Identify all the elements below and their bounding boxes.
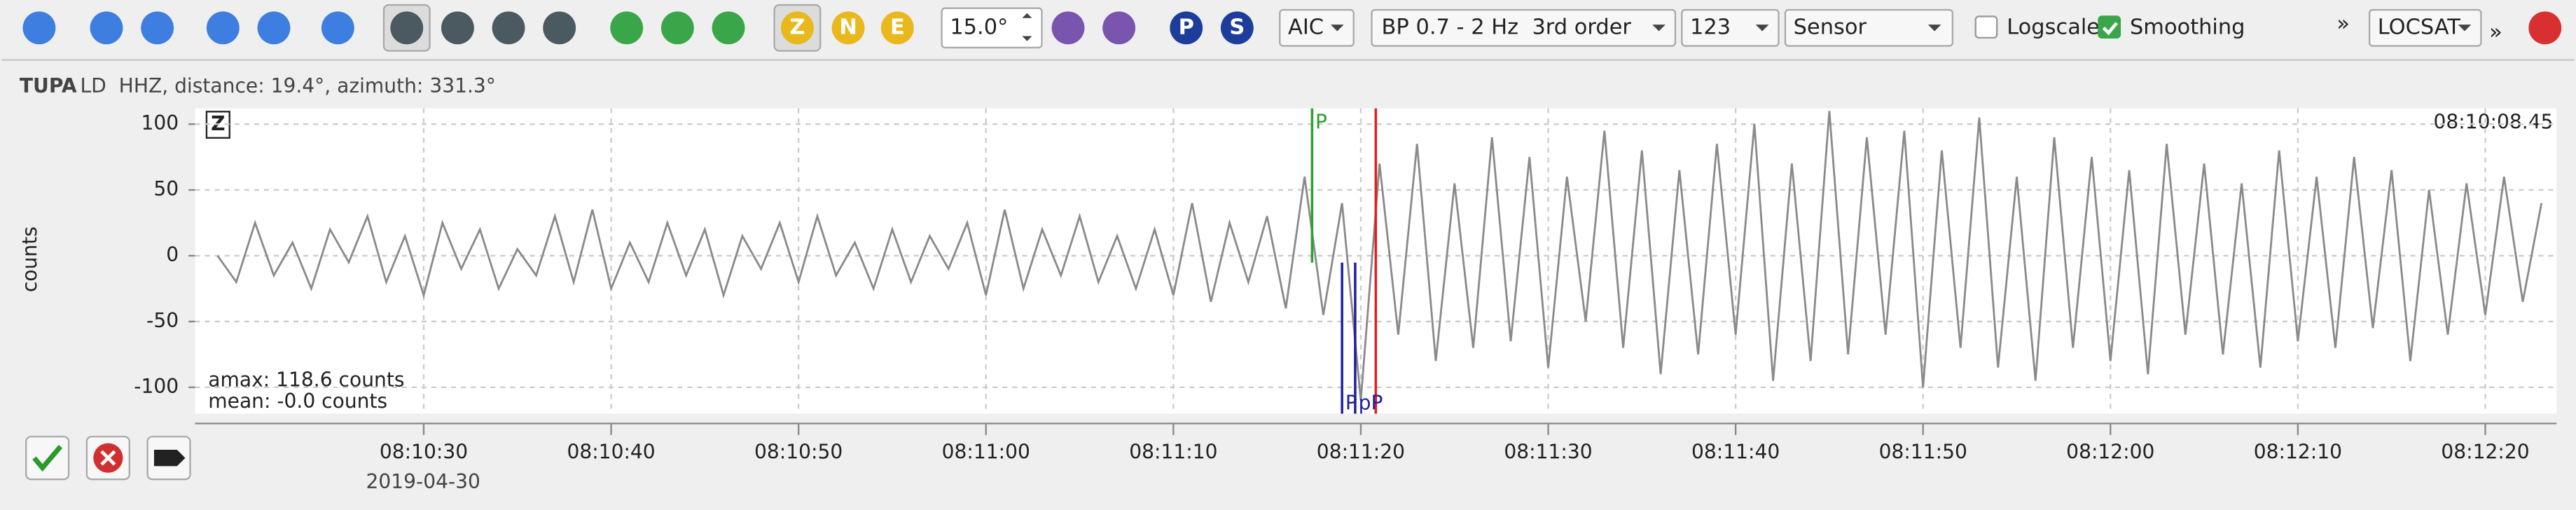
- method-text: AIC: [1288, 15, 1324, 39]
- align3-button[interactable]: [492, 11, 525, 45]
- down-button[interactable]: [141, 11, 174, 45]
- arrow: [1330, 25, 1344, 32]
- filter2-button[interactable]: [660, 11, 694, 45]
- align-button[interactable]: [390, 11, 424, 45]
- unit-combo[interactable]: [1784, 8, 1954, 47]
- x-icon: [100, 450, 116, 466]
- y-axis-label: counts: [18, 226, 41, 292]
- plot-layer: [195, 108, 2557, 414]
- right-button[interactable]: [257, 11, 291, 45]
- z-button[interactable]: [781, 11, 814, 45]
- x-tick-label: 08:11:00: [942, 441, 1030, 464]
- x-tick-label: 08:12:00: [2066, 441, 2154, 464]
- n-label: N: [839, 15, 857, 39]
- s-button[interactable]: [1220, 11, 1254, 45]
- smoothing-checkbox[interactable]: [2098, 15, 2121, 39]
- align4-button[interactable]: [543, 11, 576, 45]
- mean: mean: -0.0 counts: [208, 390, 387, 413]
- locate-button[interactable]: [2528, 11, 2562, 45]
- arrow: [2458, 25, 2472, 32]
- pick-label: P: [1315, 111, 1327, 134]
- check-icon: [32, 445, 63, 472]
- rotation-combo[interactable]: [1681, 8, 1780, 47]
- p-button[interactable]: [1170, 11, 1203, 45]
- trace-details: LD HHZ, distance: 19.4°, azimuth: 331.3°: [81, 74, 496, 97]
- x-tick-label: 08:12:20: [2441, 441, 2529, 464]
- logscale-label: Logscale: [2007, 15, 2100, 39]
- date: 2019-04-30: [366, 470, 480, 493]
- more-button[interactable]: »: [2336, 12, 2350, 36]
- particle-button[interactable]: [1102, 11, 1136, 45]
- x-tick-label: 08:11:30: [1504, 441, 1592, 464]
- p-label: P: [1179, 15, 1194, 39]
- y-tick-label: 0: [166, 243, 179, 266]
- y-tick-label: 100: [141, 111, 179, 135]
- x-tick-label: 08:11:20: [1317, 441, 1405, 464]
- home-button[interactable]: [22, 11, 56, 45]
- spin-value: 15.0°: [950, 15, 1008, 39]
- pick-label: pP: [1359, 391, 1383, 414]
- sort-button[interactable]: [321, 11, 354, 45]
- unit-text: Sensor: [1794, 15, 1867, 39]
- y-tick-label: -100: [134, 375, 179, 398]
- align2-button[interactable]: [441, 11, 474, 45]
- filter-button[interactable]: [610, 11, 644, 45]
- spectrum-button[interactable]: [1051, 11, 1085, 45]
- y-tick-label: 50: [153, 177, 179, 200]
- arrow: [1755, 25, 1769, 32]
- spin-box[interactable]: [941, 7, 1043, 49]
- z-label: Z: [789, 15, 805, 39]
- station: TUPA: [20, 74, 77, 97]
- accept-button[interactable]: [25, 436, 70, 481]
- more2-button[interactable]: »: [2489, 20, 2502, 44]
- x-tick-label: 08:11:40: [1691, 441, 1780, 464]
- n-button[interactable]: [831, 11, 865, 45]
- waveform: [216, 111, 2543, 401]
- checkmark: [2102, 22, 2119, 36]
- left-button[interactable]: [206, 11, 240, 45]
- tag-icon: [153, 449, 186, 467]
- method-combo[interactable]: [1279, 8, 1355, 47]
- y-tick-label: -50: [146, 309, 179, 332]
- locator-combo[interactable]: [2368, 8, 2482, 47]
- logscale-checkbox[interactable]: [1974, 15, 1998, 39]
- x-tick-label: 08:10:30: [380, 441, 468, 464]
- e-button[interactable]: [880, 11, 914, 45]
- filter-combo[interactable]: [1371, 8, 1677, 47]
- nav-buttons: [22, 4, 2562, 52]
- smoothing-label: Smoothing: [2130, 15, 2245, 39]
- e-label: E: [890, 15, 905, 39]
- combo-arrows: [1022, 13, 2472, 41]
- s-label: S: [1229, 15, 1245, 39]
- filter-text: BP 0.7 - 2 Hz 3rd order: [1382, 15, 1632, 39]
- up-button[interactable]: [90, 11, 123, 45]
- filter3-button[interactable]: [712, 11, 745, 45]
- x-tick-label: 08:12:10: [2254, 441, 2342, 464]
- x-tick-label: 08:10:40: [567, 441, 655, 464]
- arrow: [1652, 25, 1666, 32]
- time-label: 08:10:08.45: [2434, 111, 2554, 134]
- locator-text: LOCSAT: [2378, 15, 2460, 39]
- arrow: [1927, 25, 1941, 32]
- x-tick-label: 08:11:10: [1129, 441, 1217, 464]
- x-tick-label: 08:10:50: [754, 441, 843, 464]
- pick-label: P: [1345, 391, 1357, 414]
- rotation-text: 123: [1690, 15, 1731, 39]
- x-tick-label: 08:11:50: [1879, 441, 1967, 464]
